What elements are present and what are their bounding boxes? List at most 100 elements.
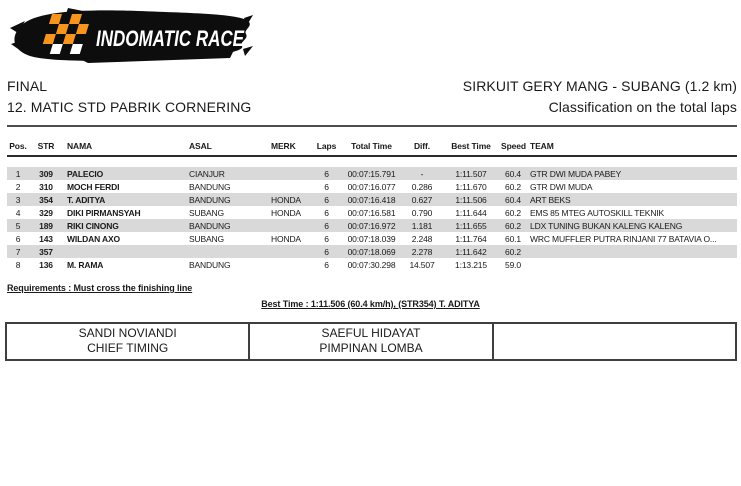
cell-asal: BANDUNG [189, 194, 231, 205]
cell-merk [267, 258, 313, 271]
cell-team: WRC MUFFLER PUTRA RINJANI 77 BATAVIA O..… [530, 233, 717, 244]
cell-str: 329 [39, 207, 53, 218]
cell-merk: HONDA [271, 194, 301, 205]
cell-asal [189, 245, 267, 258]
cell-total-time: 00:07:16.581 [347, 207, 396, 218]
col-header-laps: Laps [316, 140, 337, 151]
cell-diff: 2.248 [411, 233, 433, 244]
cell-total-time: 00:07:30.298 [347, 259, 396, 270]
result-row: 2 310 MOCH FERDI BANDUNG 6 00:07:16.077 … [7, 180, 737, 193]
col-header-diff: Diff. [413, 140, 431, 151]
cell-diff: 1.181 [411, 220, 433, 231]
signature-name: SAEFUL HIDAYAT [321, 326, 421, 340]
cell-asal: CIANJUR [189, 168, 225, 179]
cell-speed: 60.2 [505, 181, 521, 192]
results-table-body: 1 309 PALECIO CIANJUR 6 00:07:15.791 - 1… [7, 167, 737, 271]
cell-team: EMS 85 MTEG AUTOSKILL TEKNIK [530, 207, 665, 218]
cell-str: 309 [39, 168, 53, 179]
cell-total-time: 00:07:16.077 [347, 181, 396, 192]
signature-role: CHIEF TIMING [87, 341, 169, 355]
cell-laps: 6 [324, 246, 329, 257]
signature-cell-chief-timing: SANDI NOVIANDI CHIEF TIMING [4, 322, 251, 361]
cell-str: 310 [39, 181, 53, 192]
cell-pos: 3 [15, 194, 21, 205]
header-divider [7, 125, 737, 127]
cell-best-time: 1:11.642 [455, 246, 487, 257]
col-header-best-time: Best Time [451, 140, 491, 151]
cell-nama: T. ADITYA [67, 194, 106, 205]
cell-str: 143 [39, 233, 53, 244]
result-row: 3 354 T. ADITYA BANDUNG HONDA 6 00:07:16… [7, 193, 737, 206]
cell-diff: 0.790 [411, 207, 433, 218]
cell-pos: 1 [15, 168, 21, 179]
cell-nama: RIKI CINONG [67, 220, 119, 231]
cell-merk [267, 167, 313, 180]
cell-best-time: 1:11.507 [455, 168, 487, 179]
cell-asal: SUBANG [189, 233, 224, 244]
cell-laps: 6 [324, 259, 329, 270]
col-header-pos: Pos. [9, 140, 27, 151]
classification-subtitle: Classification on the total laps [548, 99, 737, 115]
cell-speed: 60.2 [505, 246, 521, 257]
cell-str: 136 [39, 259, 53, 270]
session-title: FINAL [7, 78, 48, 94]
cell-diff: 14.507 [409, 259, 435, 270]
col-header-total-time: Total Time [351, 140, 392, 151]
cell-nama: DIKI PIRMANSYAH [67, 207, 141, 218]
cell-pos: 8 [15, 259, 21, 270]
cell-team: ART BEKS [530, 194, 571, 205]
cell-pos: 6 [15, 233, 21, 244]
cell-total-time: 00:07:18.039 [347, 233, 396, 244]
cell-nama: WILDAN AXO [67, 233, 120, 244]
cell-pos: 7 [15, 246, 21, 257]
cell-asal: BANDUNG [189, 259, 231, 270]
result-row: 4 329 DIKI PIRMANSYAH SUBANG HONDA 6 00:… [7, 206, 737, 219]
cell-team [525, 258, 737, 271]
report-header: FINAL SIRKUIT GERY MANG - SUBANG (1.2 km… [7, 78, 737, 120]
cell-team: GTR DWI MUDA PABEY [530, 168, 622, 179]
signature-cell-pimpinan-lomba: SAEFUL HIDAYAT PIMPINAN LOMBA [248, 322, 494, 361]
logo-brush-graphic: INDOMATIC RACE [10, 8, 253, 63]
cell-nama: PALECIO [67, 168, 104, 179]
result-row: 7 357 6 00:07:18.069 2.278 1:11.642 60.2 [7, 245, 737, 258]
cell-nama: MOCH FERDI [67, 181, 120, 192]
cell-laps: 6 [324, 207, 329, 218]
results-table-header: Pos. STR NAMA ASAL MERK Laps Total Time … [7, 136, 737, 167]
best-time-note: Best Time : 1:11.506 (60.4 km/h), (STR35… [261, 299, 480, 309]
cell-diff: 2.278 [411, 246, 433, 257]
cell-merk [267, 245, 313, 258]
cell-best-time: 1:11.506 [455, 194, 487, 205]
signature-cell-empty [491, 322, 738, 361]
col-header-team: TEAM [530, 140, 554, 151]
requirements-note: Requirements : Must cross the finishing … [7, 283, 193, 293]
cell-nama [63, 245, 189, 258]
cell-laps: 6 [324, 181, 329, 192]
cell-asal: BANDUNG [189, 181, 231, 192]
signature-table: SANDI NOVIANDI CHIEF TIMING SAEFUL HIDAY… [4, 322, 738, 361]
cell-str: 357 [39, 246, 53, 257]
cell-laps: 6 [324, 168, 329, 179]
result-row: 1 309 PALECIO CIANJUR 6 00:07:15.791 - 1… [7, 167, 737, 180]
cell-pos: 4 [15, 207, 21, 218]
cell-speed: 60.4 [505, 168, 521, 179]
logo-text: INDOMATIC RACE [96, 26, 245, 51]
cell-pos: 5 [15, 220, 21, 231]
signature-name: SANDI NOVIANDI [78, 326, 177, 340]
event-title: 12. MATIC STD PABRIK CORNERING [7, 99, 252, 115]
result-row: 8 136 M. RAMA BANDUNG 6 00:07:30.298 14.… [7, 258, 737, 271]
cell-speed: 60.2 [505, 207, 521, 218]
cell-speed: 60.1 [505, 233, 521, 244]
cell-best-time: 1:11.644 [455, 207, 487, 218]
col-header-asal: ASAL [189, 140, 212, 151]
indomatic-race-logo: INDOMATIC RACE [8, 6, 253, 64]
cell-asal: SUBANG [189, 207, 224, 218]
checkered-flag-icon [42, 14, 89, 54]
col-header-merk: MERK [271, 140, 296, 151]
cell-speed: 60.4 [505, 194, 521, 205]
cell-laps: 6 [324, 194, 329, 205]
result-row: 5 189 RIKI CINONG BANDUNG 6 00:07:16.972… [7, 219, 737, 232]
cell-best-time: 1:11.764 [455, 233, 487, 244]
cell-speed: 60.2 [505, 220, 521, 231]
result-row: 6 143 WILDAN AXO SUBANG HONDA 6 00:07:18… [7, 232, 737, 245]
